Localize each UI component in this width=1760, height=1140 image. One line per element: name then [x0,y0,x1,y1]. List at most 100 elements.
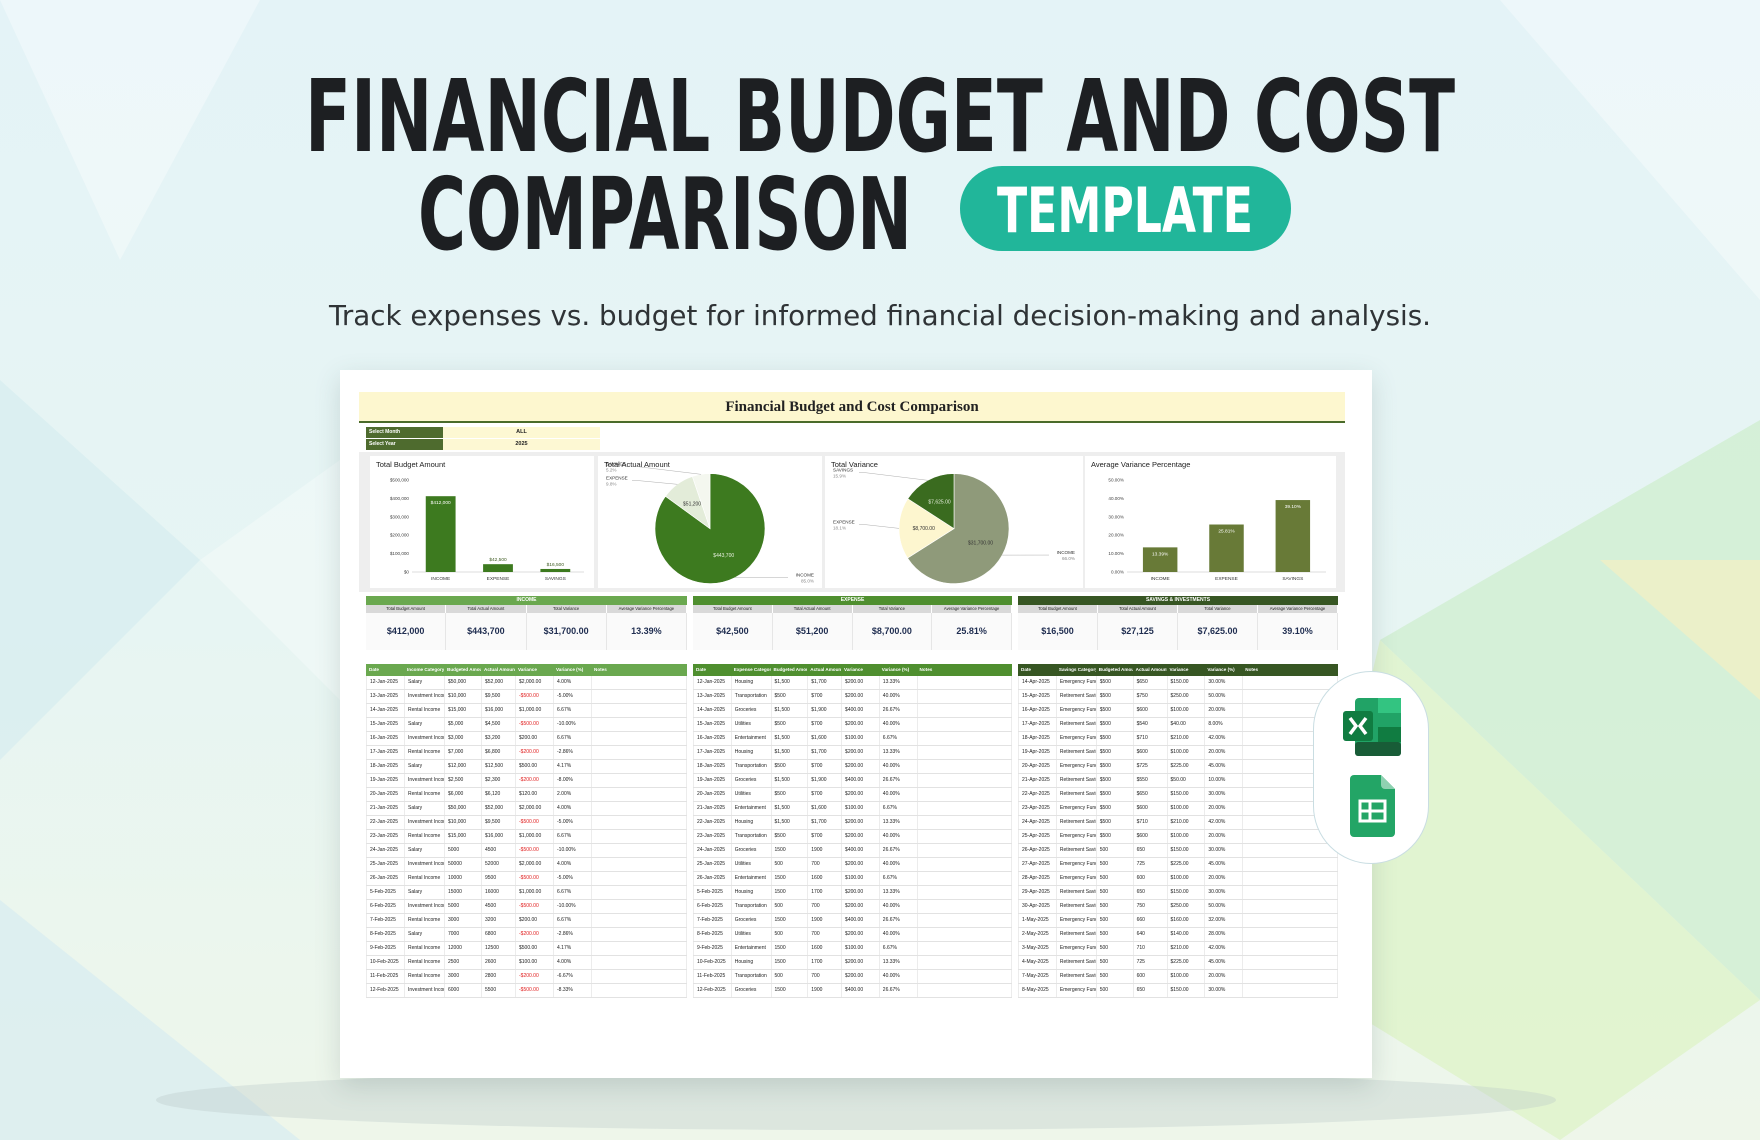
table-row: 25-Jan-2025 Utilities 500 700 $200.00 40.00% [693,858,1012,872]
table-cell: 500 [1095,942,1133,955]
table-cell: $225.00 [1166,956,1205,969]
table-cell: $100.00 [1166,830,1205,843]
table-cell: 40.00% [878,858,917,871]
table-cell: 26.67% [878,774,917,787]
table-row: 16-Apr-2025 Emergency Fund $500 $600 $100.00… [1018,704,1338,718]
table-cell: $500 [1095,816,1133,829]
table-cell: $9,500 [481,816,515,829]
table-cell: $150.00 [1166,844,1205,857]
table-cell: $200.00 [841,816,879,829]
table-cell: $550 [1132,774,1167,787]
table-cell: $500 [770,690,808,703]
table-cell: $12,500 [481,760,515,773]
table-cell: 15-Jan-2025 [366,718,404,731]
table-cell: 700 [807,858,841,871]
table-cell: Salary [404,718,444,731]
summary-column-header: Total Variance [852,605,933,613]
table-cell: $1,700 [807,816,841,829]
table-cell: 7-Feb-2025 [366,914,404,927]
table-cell: $725 [1132,760,1167,773]
table-cell: -$500.00 [515,844,553,857]
chart: Average Variance Percentage 0.00% 10.00% 20… [1091,460,1326,582]
summary-column-header: Total Budget Amount [366,605,447,613]
table-cell: $1,500 [770,676,808,689]
table-cell: Retirement Savings [1055,970,1096,983]
chart-card: Total Budget Amount $0 $100,000 $200,000 $30… [370,456,594,588]
column-header: Variance [518,667,537,672]
table-cell: $200.00 [841,830,879,843]
table-cell: $9,500 [481,690,515,703]
table-cell: $600 [1132,704,1167,717]
table-cell: 15-Apr-2025 [1018,690,1056,703]
chart-card: Average Variance Percentage 0.00% 10.00% 20… [1085,456,1336,588]
table-cell: 45.00% [1204,858,1242,871]
data-label: $16,500 [547,562,565,568]
summary-block: INCOME Total Budget Amount Total Actual Am… [366,596,687,652]
table-cell: 45.00% [1204,760,1242,773]
column-header: Date [1021,667,1031,672]
table-cell: 21-Apr-2025 [1018,774,1056,787]
table-cell: 16000 [481,886,515,899]
table-cell: Rental Income [404,956,444,969]
empty-cell [591,942,687,955]
table-row: 17-Jan-2025 Housing $1,500 $1,700 $200.00 13.… [693,746,1012,760]
table-cell: 4.00% [553,858,591,871]
table-cell: 1-May-2025 [1018,914,1056,927]
table-row: 27-Apr-2025 Emergency Fund 500 725 $225.00 45… [1018,858,1338,872]
table-cell: Transportation [730,690,771,703]
column-header: Income Category [407,667,444,672]
table-cell: 19-Jan-2025 [366,774,404,787]
y-tick-label: 50.00% [1108,478,1124,483]
table-cell: Emergency Fund [1055,802,1096,815]
table-row: 26-Jan-2025 Rental Income 10000 9500 -$500.0… [366,872,687,886]
empty-cell [591,830,687,843]
table-cell: $1,000.00 [515,830,553,843]
table-cell: $500 [1095,690,1133,703]
table-cell: 27-Apr-2025 [1018,858,1056,871]
y-tick-label: 30.00% [1108,514,1124,519]
table-row: 24-Jan-2025 Groceries 1500 1900 $400.00 26.67… [693,844,1012,858]
table-row: 15-Jan-2025 Salary $5,000 $4,500 -$500.00 -10… [366,718,687,732]
table-cell: 20.00% [1204,970,1242,983]
table-cell: -10.00% [553,900,591,913]
table-cell: $600 [1132,802,1167,815]
table-cell: 500 [1095,844,1133,857]
column-header: Actual Amount [810,667,842,672]
table-cell: Emergency Fund [1055,942,1096,955]
table-cell: 32.00% [1204,914,1242,927]
table-cell: 1600 [807,872,841,885]
table-row: 14-Jan-2025 Groceries $1,500 $1,900 $400.00 2… [693,704,1012,718]
percent-label: 85.0% [801,579,814,584]
table-cell: 6.67% [878,802,917,815]
chart-title: Total Variance [831,460,878,469]
empty-cell [591,690,687,703]
filter-label: Select Month [366,427,443,438]
table-cell: -$500.00 [515,718,553,731]
table-cell: 26.67% [878,704,917,717]
table-cell: 25-Apr-2025 [1018,830,1056,843]
table-cell: Salary [404,844,444,857]
table-cell: $16,000 [481,830,515,843]
table-cell: $650 [1132,788,1167,801]
table-cell: $500 [1095,802,1133,815]
empty-cell [591,844,687,857]
empty-cell [591,928,687,941]
table-cell: 11-Feb-2025 [693,970,731,983]
chart: Total Budget Amount $0 $100,000 $200,000 $30… [376,460,584,582]
summary-header-row: Total Budget Amount Total Actual Amount To… [1018,605,1338,613]
empty-cell [1242,900,1338,913]
table-cell: $100.00 [1166,872,1205,885]
data-label: $31,700.00 [968,541,993,547]
table-cell: 20.00% [1204,802,1242,815]
table-cell: 12-Jan-2025 [693,676,731,689]
table-cell: Groceries [730,704,771,717]
empty-cell [591,676,687,689]
table-cell: 5500 [481,984,515,997]
column-header: Notes [1245,667,1259,672]
